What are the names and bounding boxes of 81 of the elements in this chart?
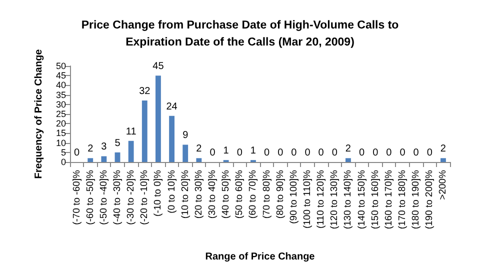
x-tick-label: (40 to 50]% xyxy=(220,169,232,219)
x-tick-label: (50 to 60]% xyxy=(234,169,246,219)
bar xyxy=(156,76,161,162)
data-label: 0 xyxy=(332,148,338,158)
x-tick-label: (-20 to -10]% xyxy=(139,169,150,225)
y-tick-label: 15 xyxy=(56,128,66,138)
x-tick-label: (-70 to -60]% xyxy=(71,169,82,225)
data-label: 11 xyxy=(126,126,137,138)
x-tick-label: (80 to 90]% xyxy=(274,169,286,219)
data-label: 45 xyxy=(152,61,164,72)
data-label: 0 xyxy=(291,148,298,158)
data-label: 2 xyxy=(440,144,446,155)
y-tick-label: 45 xyxy=(56,70,66,81)
x-tick-label: (160 to 170]% xyxy=(383,169,394,230)
bar xyxy=(346,158,351,162)
x-tick-label: (30 to 40]% xyxy=(207,169,218,219)
x-tick-label: (110 to 120]% xyxy=(316,169,327,228)
data-label: 0 xyxy=(386,148,392,158)
data-label: 1 xyxy=(250,146,256,157)
data-label: 0 xyxy=(74,148,80,158)
y-tick-label: 20 xyxy=(56,118,66,129)
data-label: 0 xyxy=(426,148,433,158)
data-label: 0 xyxy=(278,148,284,158)
bar xyxy=(169,116,174,162)
x-tick-label: (120 to 130]% xyxy=(329,169,340,230)
bar xyxy=(196,158,202,162)
x-tick-label: (-10 to 0]% xyxy=(152,169,164,216)
bar xyxy=(114,152,120,162)
data-label: 1 xyxy=(223,146,230,157)
x-tick-label: (140 to 150]% xyxy=(356,169,368,230)
y-tick-label: 5 xyxy=(60,147,66,158)
data-label: 0 xyxy=(236,148,243,158)
bar xyxy=(101,156,107,162)
y-tick-label: 50 xyxy=(56,61,66,71)
data-label: 2 xyxy=(345,144,352,155)
x-tick-label: (-50 to -40]% xyxy=(98,169,110,225)
data-label: 0 xyxy=(304,148,311,158)
data-label: 24 xyxy=(166,101,178,112)
data-label: 0 xyxy=(359,148,366,158)
chart-title: Price Change from Purchase Date of High-Volume Calls to Expiration Date of the Calls (Mar 20, 2009) xyxy=(81,20,399,48)
data-label: 3 xyxy=(101,142,108,153)
x-tick-label: (20 to 30]% xyxy=(193,169,204,219)
x-tick-label: (150 to 160]% xyxy=(370,169,381,230)
x-tick-label: >200% xyxy=(438,169,449,200)
data-label: 9 xyxy=(182,130,189,142)
y-tick-label: 10 xyxy=(56,138,66,148)
data-label: 0 xyxy=(318,148,324,158)
x-tick-label: (170 to 180]% xyxy=(397,169,408,230)
y-tick-label: 30 xyxy=(56,99,66,110)
x-tick-label: (130 to 140]% xyxy=(342,169,354,230)
x-tick-label: (180 to 190]% xyxy=(410,169,422,230)
data-label: 0 xyxy=(413,148,420,158)
data-label: 0 xyxy=(400,148,406,158)
x-tick-label: (0 to 10]% xyxy=(166,169,178,214)
data-label: 2 xyxy=(88,144,94,155)
y-tick-label: 25 xyxy=(56,109,66,119)
data-label: 0 xyxy=(210,148,216,158)
data-label: 0 xyxy=(264,148,270,158)
y-axis-title: Frequency of Price Change xyxy=(34,48,44,179)
data-label: 0 xyxy=(372,148,379,158)
x-tick-label: (100 to 110]% xyxy=(302,169,313,228)
y-tick-label: 0 xyxy=(60,157,66,167)
bar xyxy=(182,144,188,162)
bar xyxy=(128,140,134,162)
x-tick-label: (60 to 70]% xyxy=(248,169,259,219)
data-label: 2 xyxy=(196,144,202,155)
x-axis-title: Range of Price Change xyxy=(205,252,316,262)
x-tick-label: (70 to 80]% xyxy=(261,169,272,219)
y-tick-label: 40 xyxy=(56,80,66,90)
x-tick-label: (10 to 20]% xyxy=(180,169,191,219)
data-label: 32 xyxy=(139,86,151,98)
x-tick-label: (90 to 100]% xyxy=(288,169,300,224)
x-tick-label: (-60 to -50]% xyxy=(84,169,96,225)
bar xyxy=(88,158,94,162)
y-tick-label: 35 xyxy=(56,90,66,100)
x-tick-label: (-30 to -20]% xyxy=(126,169,137,225)
bar xyxy=(142,100,148,162)
data-label: 5 xyxy=(114,138,121,149)
x-tick-label: (-40 to -30]% xyxy=(112,169,123,225)
x-tick-label: (190 to 200]% xyxy=(424,169,436,230)
bar xyxy=(440,158,446,162)
